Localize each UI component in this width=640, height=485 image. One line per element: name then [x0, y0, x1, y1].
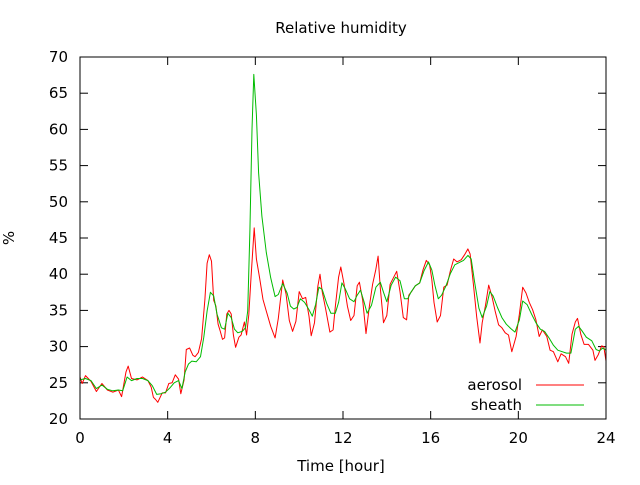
- y-tick-label: 60: [49, 120, 68, 138]
- x-tick-label: 8: [251, 429, 261, 447]
- x-axis-label: Time [hour]: [296, 457, 385, 475]
- x-axis-ticks: 0 4 8 12 16 20 24: [75, 57, 616, 447]
- legend-label-sheath: sheath: [471, 396, 522, 414]
- y-tick-label: 35: [49, 301, 68, 319]
- legend: aerosol sheath: [467, 376, 584, 414]
- chart-title: Relative humidity: [275, 19, 407, 37]
- legend-label-aerosol: aerosol: [467, 376, 522, 394]
- y-tick-label: 50: [49, 193, 68, 211]
- y-tick-label: 25: [49, 374, 68, 392]
- y-tick-label: 45: [49, 229, 68, 247]
- series-line-sheath: [79, 73, 607, 395]
- series-layer: [79, 73, 607, 403]
- y-tick-label: 40: [49, 265, 68, 283]
- y-axis-label: %: [0, 231, 18, 245]
- x-tick-label: 24: [596, 429, 615, 447]
- y-tick-label: 55: [49, 157, 68, 175]
- x-tick-label: 4: [163, 429, 173, 447]
- x-tick-label: 20: [509, 429, 528, 447]
- y-tick-label: 65: [49, 84, 68, 102]
- y-axis-ticks: 20 25 30 35 40 45 50 55 60 65 70: [49, 48, 606, 428]
- y-tick-label: 20: [49, 410, 68, 428]
- x-tick-label: 12: [333, 429, 352, 447]
- x-tick-label: 0: [75, 429, 85, 447]
- series-line-aerosol: [79, 227, 607, 403]
- y-tick-label: 70: [49, 48, 68, 66]
- plot-frame: [79, 56, 607, 420]
- y-tick-label: 30: [49, 338, 68, 356]
- x-tick-label: 16: [421, 429, 440, 447]
